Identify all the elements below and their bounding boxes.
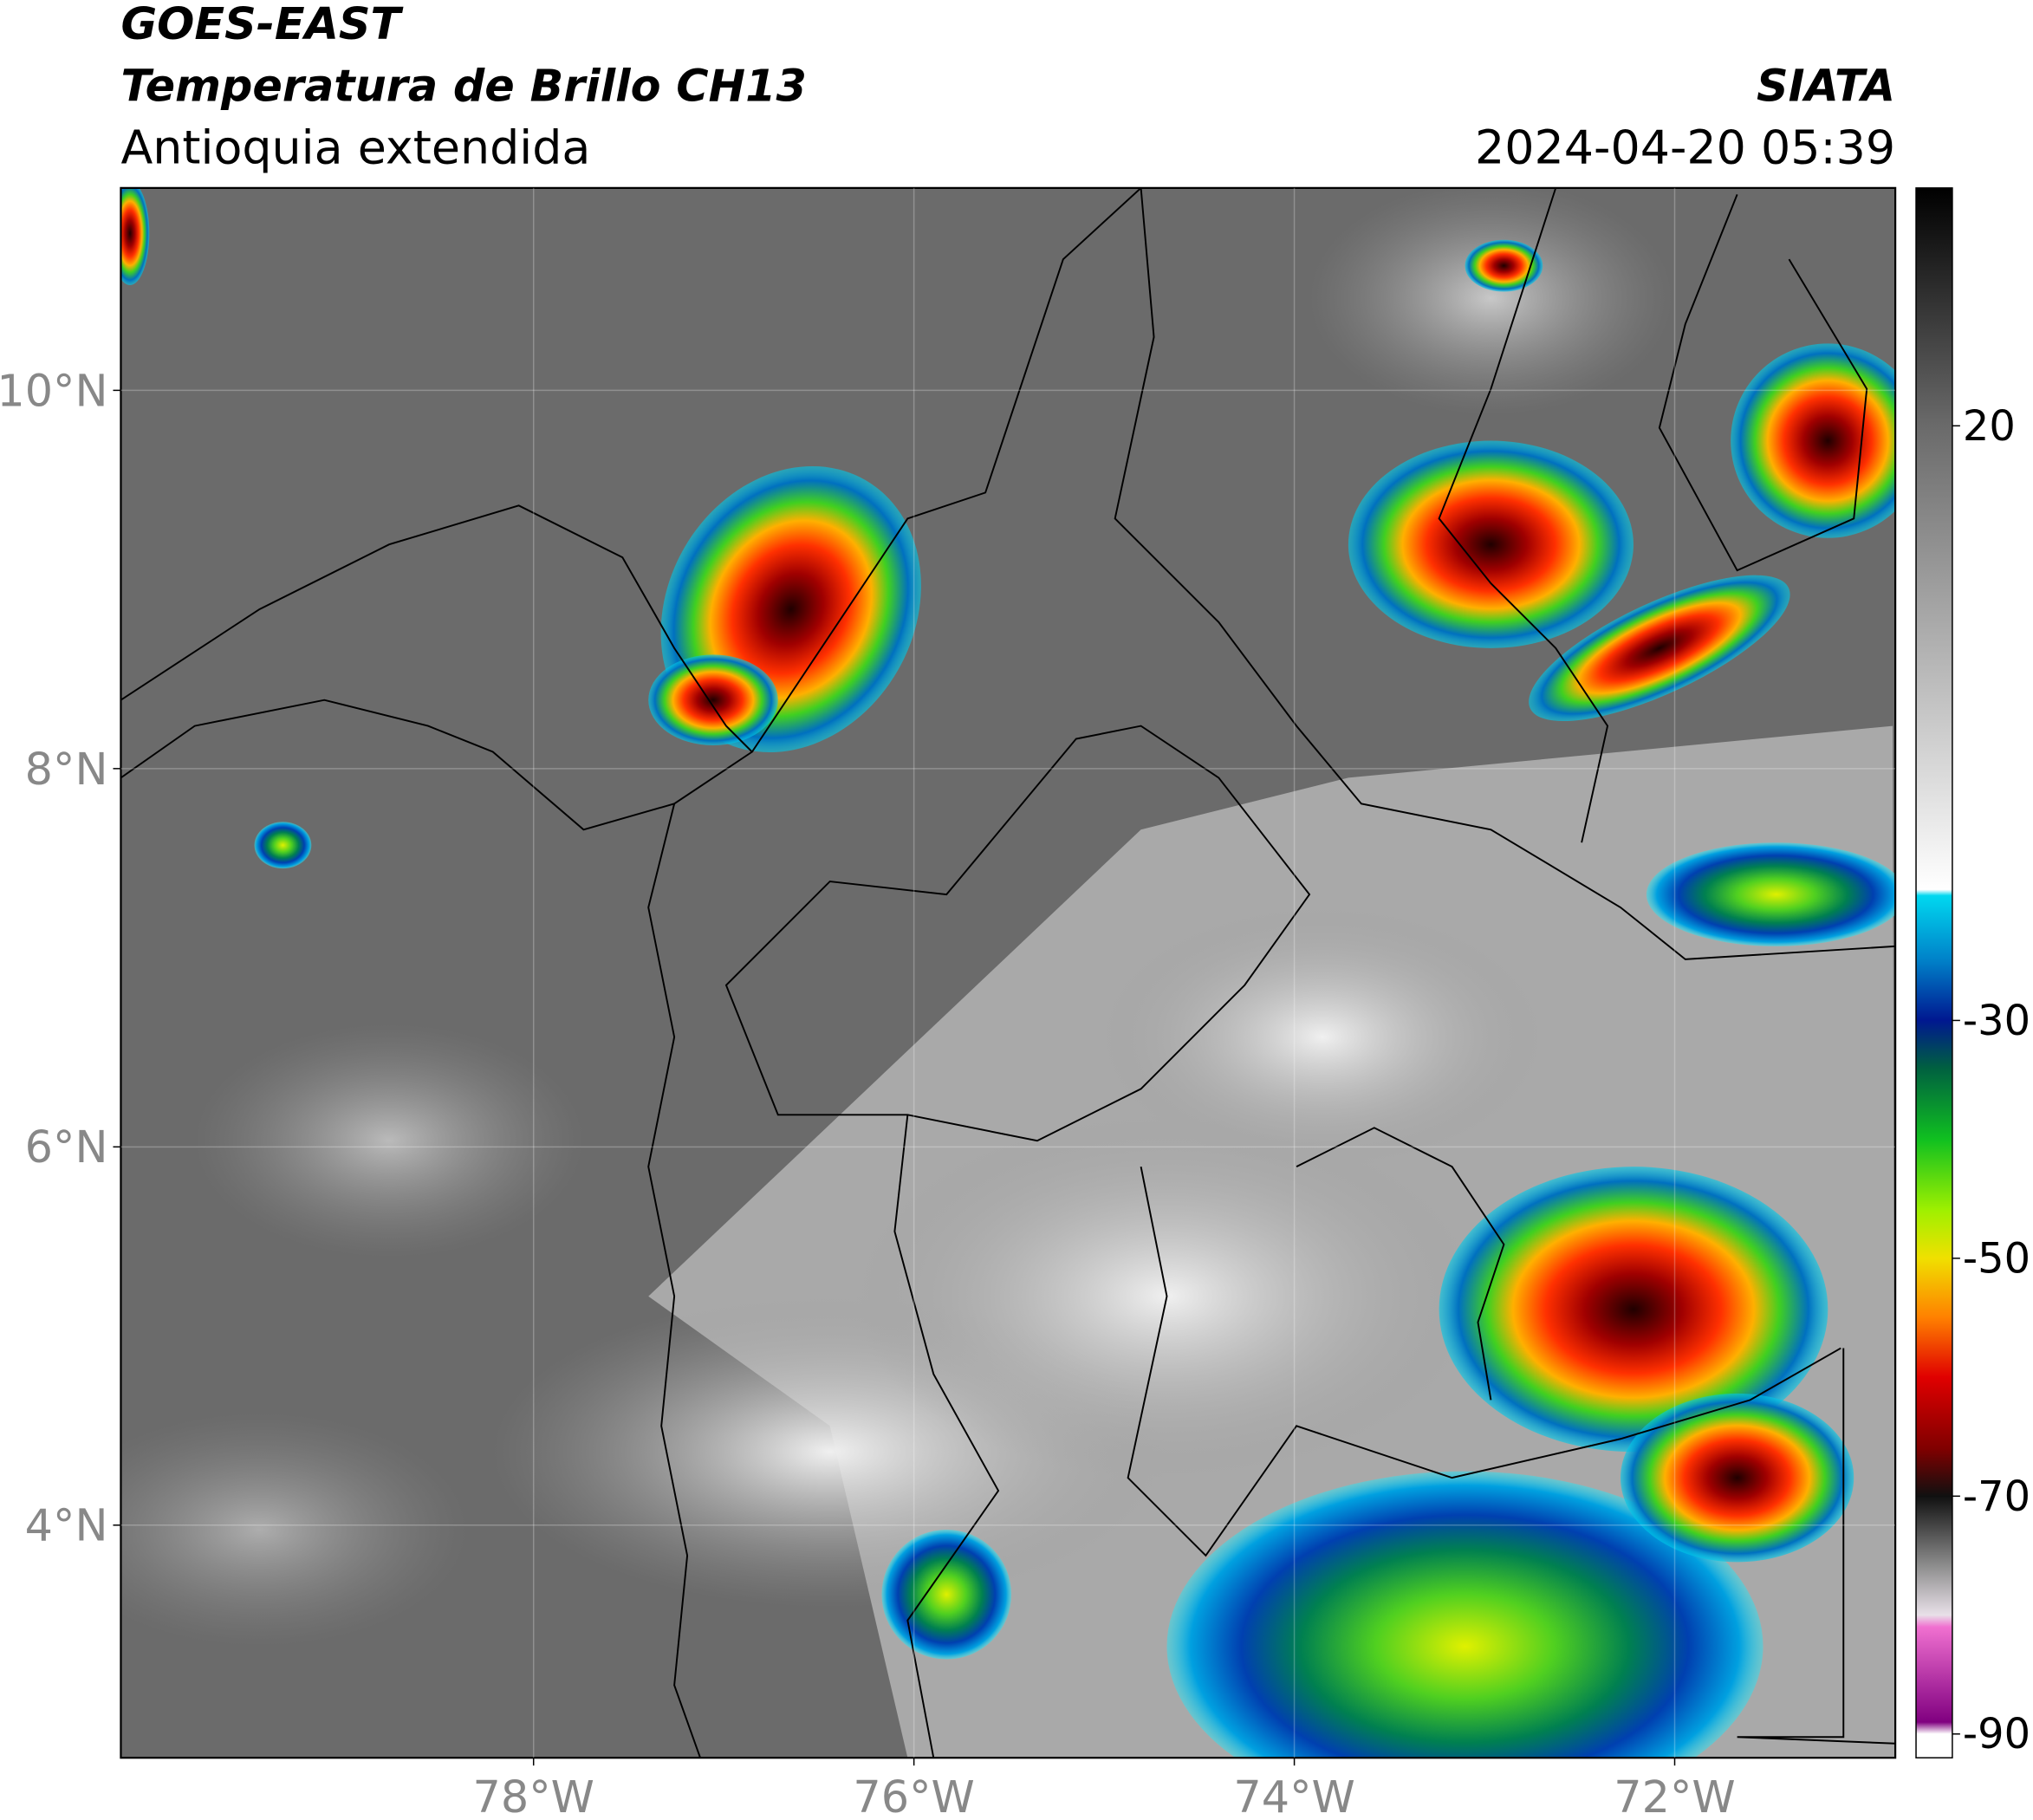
x-tick-label: 78°W bbox=[472, 1771, 594, 1820]
x-tick-label: 76°W bbox=[853, 1771, 974, 1820]
agency: SIATA bbox=[1757, 61, 1895, 112]
colorbar-tick-label: 20 bbox=[1963, 403, 2016, 451]
y-tick-label: 10°N bbox=[0, 365, 107, 416]
map-frame bbox=[120, 186, 1897, 1759]
colorbar-tick-label: -30 bbox=[1963, 998, 2030, 1045]
colorbar-tick-label: -70 bbox=[1963, 1473, 2030, 1521]
y-tick-label: 8°N bbox=[25, 744, 108, 795]
datetime: 2024-04-20 05:39 bbox=[1475, 120, 1895, 174]
y-tick-label: 6°N bbox=[25, 1121, 108, 1173]
region: Antioquia extendida bbox=[120, 120, 590, 174]
colorbar-tick-label: -50 bbox=[1963, 1235, 2030, 1283]
x-tick-label: 72°W bbox=[1614, 1771, 1735, 1820]
y-tick-label: 4°N bbox=[25, 1500, 108, 1551]
x-tick-label: 74°W bbox=[1233, 1771, 1354, 1820]
satellite-image bbox=[120, 187, 1896, 1758]
subtitle: Temperatura de Brillo CH13 bbox=[120, 61, 806, 112]
title: GOES-EAST bbox=[120, 0, 404, 49]
colorbar bbox=[1915, 187, 1953, 1758]
colorbar-tick-label: -90 bbox=[1963, 1711, 2030, 1758]
